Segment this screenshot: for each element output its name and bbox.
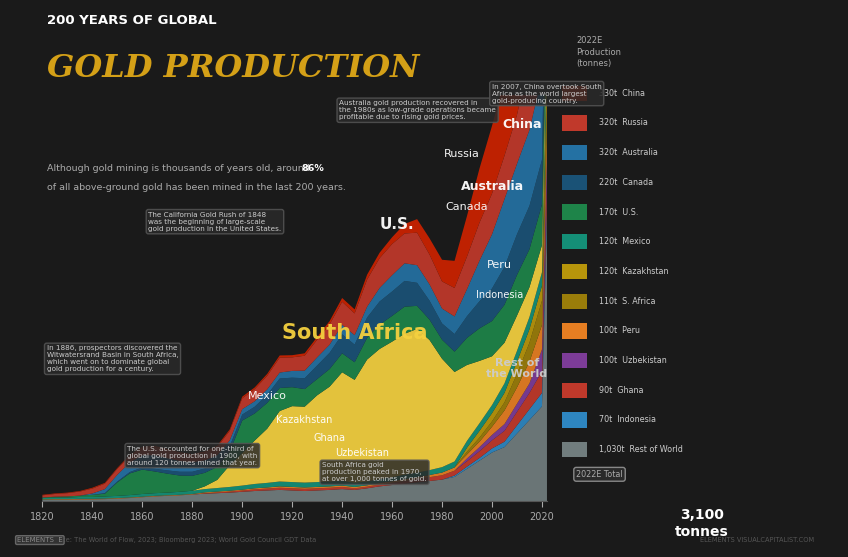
Text: GOLD PRODUCTION: GOLD PRODUCTION (47, 53, 419, 84)
Text: 86%: 86% (301, 164, 324, 173)
Text: Mexico: Mexico (248, 390, 287, 400)
Text: Uzbekistan: Uzbekistan (335, 447, 389, 457)
Text: U.S.: U.S. (380, 217, 415, 232)
Text: 100t  Peru: 100t Peru (599, 326, 639, 335)
Text: The California Gold Rush of 1848
was the beginning of large-scale
gold productio: The California Gold Rush of 1848 was the… (148, 212, 282, 232)
Text: 170t  U.S.: 170t U.S. (599, 208, 638, 217)
Text: 320t  Australia: 320t Australia (599, 148, 657, 157)
Bar (562, 234, 588, 250)
Text: ELEMENTS  E: ELEMENTS E (17, 537, 63, 543)
Bar (562, 353, 588, 368)
Text: The U.S. accounted for one-third of
global gold production in 1900, with
around : The U.S. accounted for one-third of glob… (127, 446, 258, 466)
Text: Australia gold production recovered in
the 1980s as low-grade operations became
: Australia gold production recovered in t… (339, 100, 496, 120)
Bar (562, 145, 588, 160)
Text: 120t  Mexico: 120t Mexico (599, 237, 650, 246)
Text: South Africa: South Africa (282, 323, 427, 343)
Text: 100t  Uzbekistan: 100t Uzbekistan (599, 356, 667, 365)
Text: In 1886, prospectors discovered the
Witwatersrand Basin in South Africa,
which w: In 1886, prospectors discovered the Witw… (47, 345, 178, 372)
Text: Ghana: Ghana (314, 433, 346, 443)
Bar (562, 383, 588, 398)
Bar (562, 204, 588, 220)
Text: 2022E Total: 2022E Total (577, 470, 622, 479)
Bar (562, 86, 588, 101)
Text: China: China (502, 118, 542, 131)
Text: Source: The World of Flow, 2023; Bloomberg 2023; World Gold Council GDT Data: Source: The World of Flow, 2023; Bloombe… (47, 537, 316, 543)
Text: 1,030t  Rest of World: 1,030t Rest of World (599, 445, 683, 454)
Text: Indonesia: Indonesia (476, 290, 523, 300)
Text: In 2007, China overtook South
Africa as the world largest
gold-producing country: In 2007, China overtook South Africa as … (492, 84, 601, 104)
Text: ELEMENTS VISUALCAPITALIST.COM: ELEMENTS VISUALCAPITALIST.COM (700, 537, 814, 543)
Text: 220t  Canada: 220t Canada (599, 178, 653, 187)
Bar (562, 175, 588, 190)
Bar (562, 323, 588, 339)
Text: 70t  Indonesia: 70t Indonesia (599, 416, 656, 424)
Bar (562, 264, 588, 279)
Bar (562, 294, 588, 309)
Text: Australia: Australia (460, 180, 523, 193)
Text: 3,100
tonnes: 3,100 tonnes (675, 508, 729, 539)
Text: Rest of
the World: Rest of the World (487, 358, 548, 379)
Bar (562, 115, 588, 131)
Text: 320t  Russia: 320t Russia (599, 119, 648, 128)
Text: South Africa gold
production peaked in 1970,
at over 1,000 tonnes of gold.: South Africa gold production peaked in 1… (322, 462, 427, 482)
Text: 330t  China: 330t China (599, 89, 644, 98)
Text: Canada: Canada (446, 202, 488, 212)
Text: Although gold mining is thousands of years old, around: Although gold mining is thousands of yea… (47, 164, 312, 173)
Bar (562, 442, 588, 457)
Text: 120t  Kazakhstan: 120t Kazakhstan (599, 267, 668, 276)
Text: Peru: Peru (487, 261, 512, 271)
Text: 110t  S. Africa: 110t S. Africa (599, 297, 656, 306)
Text: 90t  Ghana: 90t Ghana (599, 386, 643, 395)
Text: Russia: Russia (444, 149, 480, 159)
Text: of all above-ground gold has been mined in the last 200 years.: of all above-ground gold has been mined … (47, 183, 345, 192)
Text: 200 YEARS OF GLOBAL: 200 YEARS OF GLOBAL (47, 14, 216, 27)
Bar (562, 412, 588, 428)
Text: 2022E
Production
(tonnes): 2022E Production (tonnes) (577, 36, 622, 69)
Text: Kazakhstan: Kazakhstan (276, 415, 333, 425)
